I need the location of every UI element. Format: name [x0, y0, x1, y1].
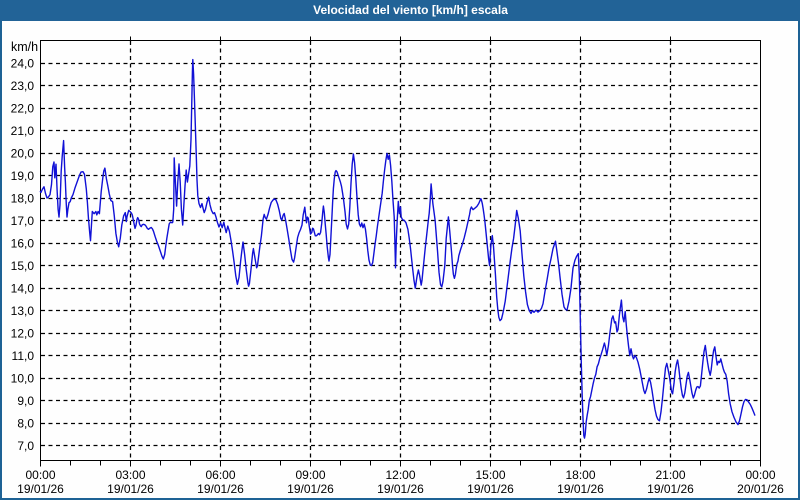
- svg-text:8,0: 8,0: [17, 416, 34, 430]
- svg-text:23,0: 23,0: [11, 79, 35, 93]
- svg-text:19/01/26: 19/01/26: [467, 482, 514, 496]
- svg-text:12:00: 12:00: [385, 468, 415, 482]
- svg-text:13,0: 13,0: [11, 304, 35, 318]
- svg-text:19/01/26: 19/01/26: [107, 482, 154, 496]
- svg-text:00:00: 00:00: [745, 468, 775, 482]
- svg-text:21:00: 21:00: [655, 468, 685, 482]
- svg-text:00:00: 00:00: [25, 468, 55, 482]
- svg-text:11,0: 11,0: [12, 349, 35, 363]
- svg-text:19/01/26: 19/01/26: [377, 482, 424, 496]
- svg-text:19/01/26: 19/01/26: [647, 482, 694, 496]
- svg-text:18,0: 18,0: [11, 191, 35, 205]
- svg-text:15,0: 15,0: [11, 259, 35, 273]
- svg-text:19/01/26: 19/01/26: [17, 482, 64, 496]
- svg-text:km/h: km/h: [11, 40, 38, 54]
- svg-text:9,0: 9,0: [17, 394, 34, 408]
- svg-text:17,0: 17,0: [11, 214, 35, 228]
- svg-text:16,0: 16,0: [11, 236, 35, 250]
- svg-text:06:00: 06:00: [205, 468, 235, 482]
- svg-text:24,0: 24,0: [11, 56, 35, 70]
- svg-text:12,0: 12,0: [11, 326, 35, 340]
- svg-text:7,0: 7,0: [17, 439, 34, 453]
- svg-text:19/01/26: 19/01/26: [287, 482, 334, 496]
- svg-text:14,0: 14,0: [11, 281, 35, 295]
- svg-text:10,0: 10,0: [11, 371, 35, 385]
- svg-text:20/01/26: 20/01/26: [737, 482, 784, 496]
- svg-text:18:00: 18:00: [565, 468, 595, 482]
- svg-text:03:00: 03:00: [115, 468, 145, 482]
- svg-text:19/01/26: 19/01/26: [197, 482, 244, 496]
- svg-text:22,0: 22,0: [11, 101, 35, 115]
- svg-text:19,0: 19,0: [11, 169, 35, 183]
- svg-text:19/01/26: 19/01/26: [557, 482, 604, 496]
- svg-text:21,0: 21,0: [11, 124, 35, 138]
- svg-text:15:00: 15:00: [475, 468, 505, 482]
- svg-text:20,0: 20,0: [11, 146, 35, 160]
- svg-text:09:00: 09:00: [295, 468, 325, 482]
